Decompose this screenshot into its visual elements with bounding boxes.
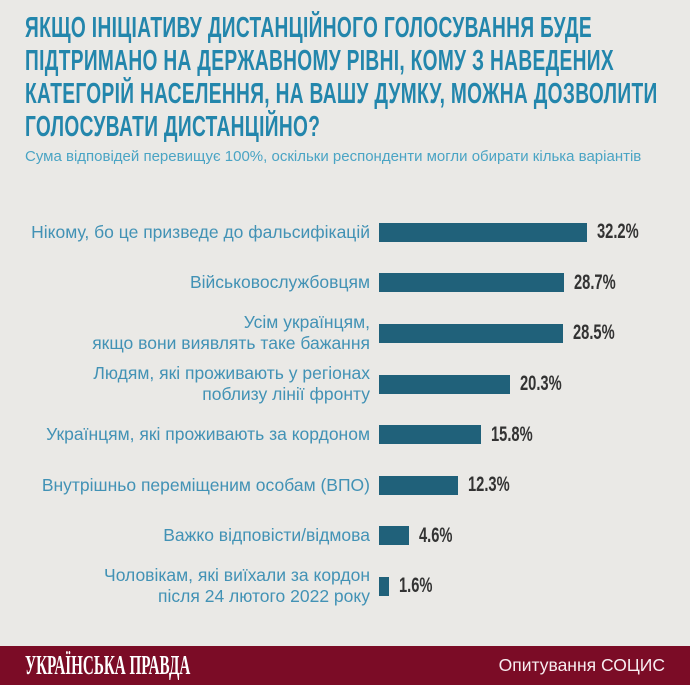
footer-bar: УКРАЇНСЬКА ПРАВДА Опитування СОЦИС bbox=[0, 646, 690, 685]
bar bbox=[379, 576, 390, 596]
bar bbox=[379, 425, 482, 445]
category-label: Людям, які проживають у регіонах поблизу… bbox=[93, 363, 370, 405]
chart-row: Внутрішньо переміщеним особам (ВПО) 12.3% bbox=[0, 460, 690, 511]
value-label: 28.7% bbox=[574, 270, 617, 294]
chart-row: Нікому, бо це призведе до фальсифікацій 3… bbox=[0, 207, 690, 258]
chart-row: Чоловікам, які виїхали за кордон після 2… bbox=[0, 561, 690, 612]
bar-chart: Нікому, бо це призведе до фальсифікацій 3… bbox=[0, 207, 690, 612]
value-label: 1.6% bbox=[399, 574, 433, 598]
page-title: ЯКЩО ІНІЦІАТИВУ ДИСТАНЦІЙНОГО ГОЛОСУВАНН… bbox=[25, 12, 658, 143]
chart-row: Українцям, які проживають за кордоном 15.… bbox=[0, 409, 690, 460]
chart-note: Сума відповідей перевищує 100%, оскільки… bbox=[25, 148, 642, 165]
chart-row: Людям, які проживають у регіонах поблизу… bbox=[0, 359, 690, 410]
category-label: Внутрішньо переміщеним особам (ВПО) bbox=[41, 474, 370, 495]
value-label: 15.8% bbox=[491, 422, 533, 446]
value-label: 28.5% bbox=[573, 321, 615, 345]
chart-row: Військовослужбовцям 28.7% bbox=[0, 258, 690, 309]
category-label: Військовослужбовцям bbox=[189, 272, 370, 293]
value-label: 20.3% bbox=[520, 372, 562, 396]
category-label: Важко відповісти/відмова bbox=[163, 525, 370, 546]
brand-logo: УКРАЇНСЬКА ПРАВДА bbox=[25, 650, 191, 680]
value-label: 32.2% bbox=[597, 220, 639, 244]
survey-source-credit: Опитування СОЦИС bbox=[498, 655, 665, 675]
chart-row: Важко відповісти/відмова 4.6% bbox=[0, 511, 690, 562]
bar bbox=[379, 273, 565, 293]
bar bbox=[379, 323, 564, 343]
bar bbox=[379, 475, 459, 495]
chart-row: Усім українцям, якщо вони виявлять таке … bbox=[0, 308, 690, 359]
bar bbox=[379, 526, 409, 546]
bar bbox=[379, 374, 511, 394]
bar bbox=[379, 222, 587, 242]
category-label: Усім українцям, якщо вони виявлять таке … bbox=[92, 312, 370, 354]
category-label: Нікому, бо це призведе до фальсифікацій bbox=[31, 221, 370, 242]
value-label: 4.6% bbox=[418, 523, 453, 547]
category-label: Чоловікам, які виїхали за кордон після 2… bbox=[104, 565, 370, 607]
category-label: Українцям, які проживають за кордоном bbox=[46, 424, 370, 445]
value-label: 12.3% bbox=[468, 473, 511, 497]
